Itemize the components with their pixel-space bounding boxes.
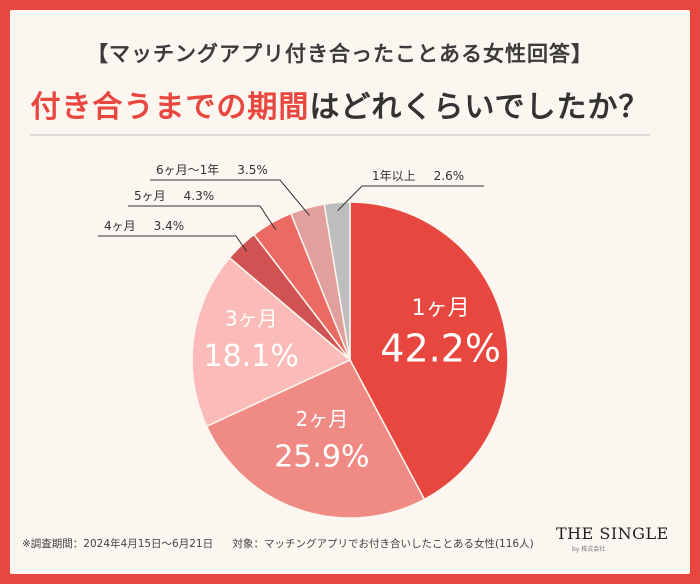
slice-3-value: 18.1% [204, 339, 299, 374]
slice-4-callout: 4ヶ月 3.4% [104, 219, 184, 233]
slice-1-callout-label: 1年以上 [372, 169, 416, 183]
slice-1-leader [337, 185, 484, 211]
chart-subtitle: 【マッチングアプリ付き合ったことある女性回答】 [87, 42, 593, 66]
slice-2-value: 25.9% [274, 439, 369, 474]
slice-4-callout-label: 4ヶ月 [104, 219, 136, 233]
brand-sub: by 株式会社 [572, 546, 606, 553]
title-rest: はどれくらいでしたか？ [309, 90, 650, 125]
brand-logo: THE SINGLE [556, 524, 669, 543]
slice-1 [323, 201, 351, 361]
survey-target: 対象：マッチングアプリでお付き合いしたことある女性(116人) [232, 538, 534, 550]
title-divider [30, 134, 650, 136]
slice-3-label: 3ヶ月 [225, 307, 278, 331]
slice-1-value: 42.2% [380, 326, 501, 370]
slice-2-label: 2ヶ月 [295, 407, 348, 431]
slice-1-label: 1ヶ月 [412, 296, 470, 321]
slice-2 [205, 359, 426, 519]
slice-5-callout-value: 4.3% [184, 189, 215, 203]
title-highlight: 付き合うまでの期間 [30, 90, 310, 125]
slice-5-callout-label: 5ヶ月 [134, 189, 166, 203]
slice-3 [191, 256, 352, 428]
slice-5-callout: 5ヶ月 4.3% [134, 189, 214, 203]
slice-6-1-callout-value: 3.5% [237, 163, 268, 177]
slice-4-callout-value: 3.4% [154, 219, 185, 233]
slice-1-callout: 1年以上 2.6% [372, 169, 464, 183]
slice-1-callout-value: 2.6% [434, 169, 465, 183]
slice-1 [349, 201, 509, 501]
slice-5-leader [128, 205, 277, 230]
footnote: ※調査期間：2024年4月15日～6月21日 対象：マッチングアプリでお付き合い… [22, 536, 534, 551]
survey-period: ※調査期間：2024年4月15日～6月21日 [22, 538, 214, 550]
slice-4-leader [98, 235, 248, 252]
chart-title: 付き合うまでの期間はどれくらいでしたか？ [0, 82, 680, 126]
slice-6-1-callout-label: 6ヶ月～1年 [156, 163, 219, 177]
slice-6-1-callout: 6ヶ月～1年 3.5% [156, 163, 268, 177]
slice-6-1-leader [150, 179, 310, 216]
